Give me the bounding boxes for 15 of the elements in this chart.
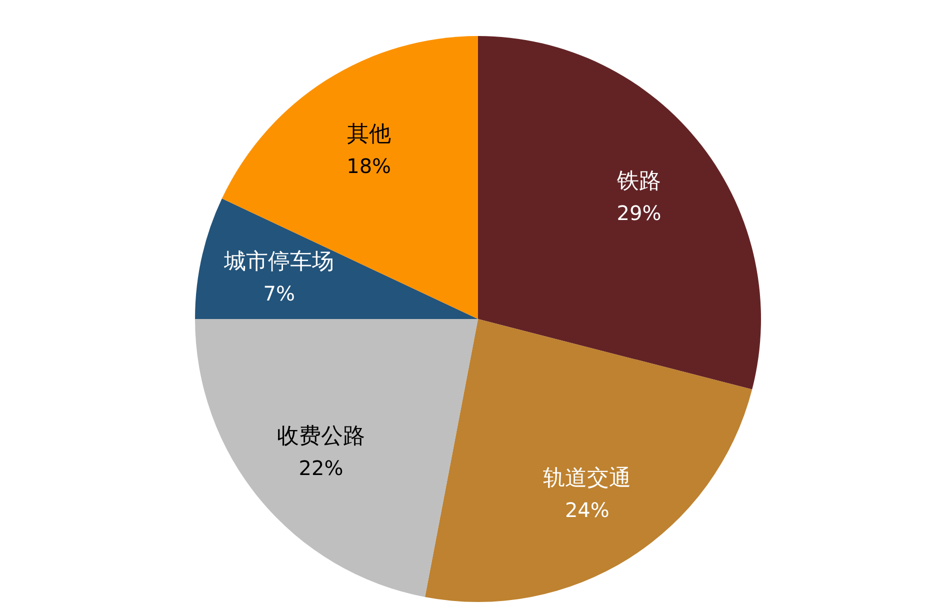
pie-slice [478, 36, 761, 390]
pie-slice [424, 319, 752, 602]
data-label: 7% [263, 282, 296, 306]
slice-label: 铁路 [616, 169, 661, 194]
data-label: 18% [346, 154, 392, 178]
slice-label: 轨道交通 [543, 466, 632, 492]
pie-slice [222, 36, 478, 319]
slice-label: 其他 [346, 122, 391, 147]
slice-label: 收费公路 [277, 424, 365, 449]
slice-label: 城市停车场 [223, 250, 334, 275]
pie-slice [195, 319, 478, 597]
data-label: 24% [564, 498, 610, 522]
data-label: 29% [616, 201, 662, 226]
pie-slice [195, 198, 478, 319]
data-label: 22% [298, 456, 344, 480]
